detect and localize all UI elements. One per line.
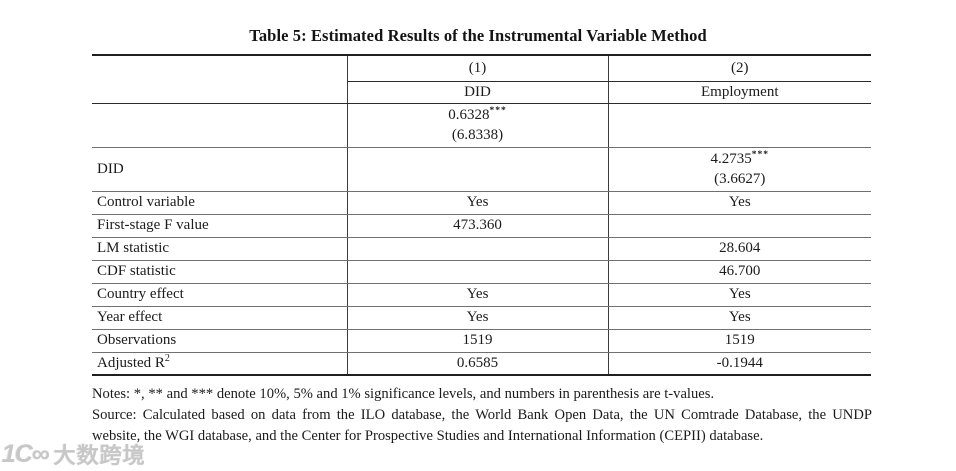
watermark-brand-text: 大数跨境 [53,443,146,468]
t-value: (6.8338) [451,127,504,143]
coefficient-value: 4.2735*** [710,150,769,167]
row-label: First-stage F value [92,214,347,238]
row-stage2-coefficient: DID 4.2735*** (3.6627) [92,147,871,192]
row-col1-value: Yes [346,306,608,330]
row-col2-value: 1519 [607,329,871,353]
table-footnotes: Notes: *, ** and *** denote 10%, 5% and … [92,384,872,447]
row-col1-value: 473.360 [346,214,608,238]
stage2-col1-cell [346,147,608,192]
source-line: Source: Calculated based on data from th… [92,407,872,444]
row-lm-statistic: LM statistic 28.604 [92,237,871,261]
stage2-col2-cell: 4.2735*** (3.6627) [607,147,871,192]
stage1-col2-cell [607,103,871,148]
row-label: Observations [92,329,347,353]
row-col2-value: Yes [607,191,871,215]
row-label: Country effect [92,283,347,307]
significance-stars: *** [489,106,507,116]
row-control-variable: Control variable Yes Yes [92,191,871,215]
row-col2-value [607,214,871,238]
row-label: LM statistic [92,237,347,261]
row-col2-value: 28.604 [607,237,871,261]
t-value: (3.6627) [714,171,766,187]
row-adjusted-r2: Adjusted R2 0.6585 -0.1944 [92,352,871,376]
superscript-2: 2 [164,352,170,364]
row-label: Year effect [92,306,347,330]
row-col1-value [346,237,608,261]
row-cdf-statistic: CDF statistic 46.700 [92,260,871,284]
row-col1-value [346,260,608,284]
row-col2-value: 46.700 [607,260,871,284]
header-model2-number: (2) [607,55,871,82]
table-title: Table 5: Estimated Results of the Instru… [249,26,707,45]
row-country-effect: Country effect Yes Yes [92,283,871,307]
header-model1-name: DID [346,81,608,104]
header-row-model-names: DID Employment [92,81,871,104]
row-col1-value: Yes [346,191,608,215]
header-model2-name: Employment [607,81,871,104]
stage2-label: DID [92,147,347,192]
row-label: CDF statistic [92,260,347,284]
header-corner-cell [92,55,347,104]
row-label: Adjusted R2 [92,352,347,376]
row-col2-value: Yes [607,283,871,307]
row-first-stage-f-value: First-stage F value 473.360 [92,214,871,238]
row-label: Control variable [92,191,347,215]
watermark: 1C∞ 大数跨境 [2,438,146,470]
row-col2-value: Yes [607,306,871,330]
results-table: (1) (2) DID Employment 0.6328*** (6.8338… [92,54,871,376]
stage1-col1-cell: 0.6328*** (6.8338) [346,103,608,148]
results-table-wrap: (1) (2) DID Employment 0.6328*** (6.8338… [92,54,871,376]
row-col1-value: 0.6585 [346,352,608,376]
header-model1-number: (1) [346,55,608,82]
coefficient-value: 0.6328*** [448,106,507,123]
row-year-effect: Year effect Yes Yes [92,306,871,330]
row-observations: Observations 1519 1519 [92,329,871,353]
watermark-logo-icon: 1C∞ [2,439,50,468]
notes-line: Notes: *, ** and *** denote 10%, 5% and … [92,386,715,402]
stage1-label [92,103,347,148]
row-col1-value: Yes [346,283,608,307]
header-row-model-numbers: (1) (2) [92,55,871,104]
row-col2-value: -0.1944 [607,352,871,376]
significance-stars: *** [751,150,769,160]
row-col1-value: 1519 [346,329,608,353]
row-stage1-coefficient: 0.6328*** (6.8338) [92,103,871,148]
